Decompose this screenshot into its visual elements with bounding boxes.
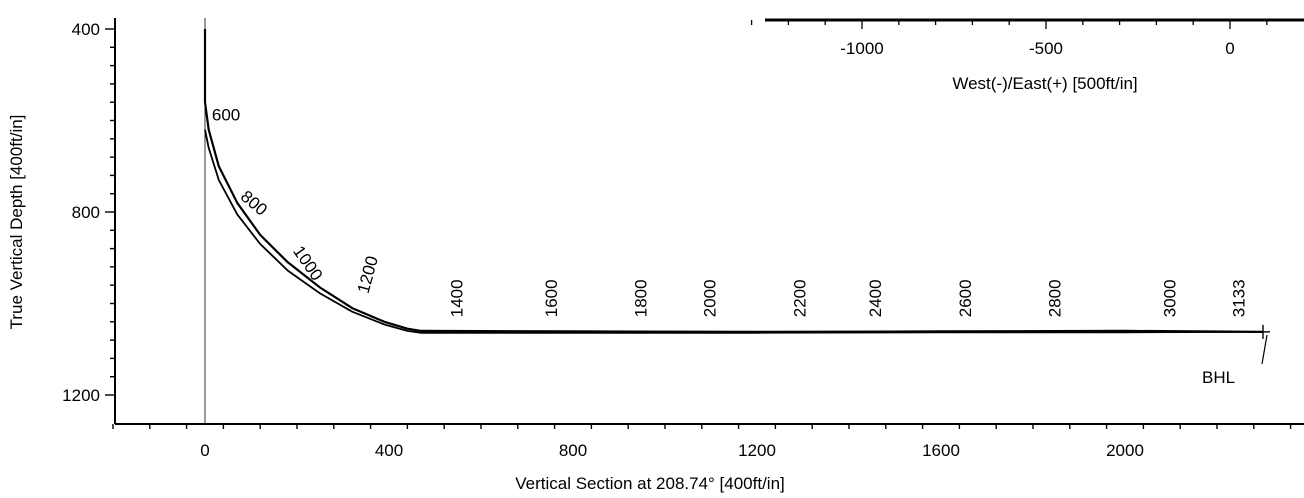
secondary-axis-title: West(-)/East(+) [500ft/in] — [952, 74, 1137, 93]
md-label: 1600 — [542, 279, 561, 317]
y-axis-title: True Vertical Depth [400ft/in] — [7, 115, 26, 330]
y-tick-label: 400 — [72, 20, 100, 39]
md-label: 2800 — [1046, 279, 1065, 317]
md-label: 2000 — [701, 279, 720, 317]
md-label: 600 — [212, 106, 240, 125]
x-axis-title: Vertical Section at 208.74° [400ft/in] — [515, 474, 785, 493]
md-label: 800 — [237, 187, 271, 220]
md-label: 2400 — [866, 279, 885, 317]
x-tick-label: 2000 — [1106, 441, 1144, 460]
secondary-tick-label: -1000 — [840, 39, 883, 58]
md-label: 3133 — [1230, 279, 1249, 317]
secondary-tick-label: -500 — [1029, 39, 1063, 58]
secondary-tick-label: 0 — [1225, 39, 1234, 58]
y-tick-label: 800 — [72, 203, 100, 222]
x-tick-label: 1200 — [738, 441, 776, 460]
md-label: 2200 — [790, 279, 809, 317]
x-tick-label: 1600 — [922, 441, 960, 460]
series-layer — [203, 29, 1264, 334]
md-label: 1200 — [354, 254, 382, 295]
bhl-label: BHL — [1202, 368, 1235, 387]
x-tick-label: 400 — [375, 441, 403, 460]
y-tick-label: 1200 — [62, 386, 100, 405]
x-tick-label: 800 — [559, 441, 587, 460]
x-tick-label: 0 — [200, 441, 209, 460]
md-label: 3000 — [1161, 279, 1180, 317]
bhl-leader-line — [1261, 334, 1268, 365]
md-label: 2600 — [956, 279, 975, 317]
well-path-line-2 — [204, 129, 1264, 334]
md-label: 1400 — [448, 279, 467, 317]
md-labels: 600 800 1000 1200 1400 1600 1800 2000 2200 2400 26… — [212, 106, 1249, 318]
md-label: 1800 — [632, 279, 651, 317]
secondary-axis-ticks: -1000 -500 0 — [750, 20, 1268, 58]
bhl-marker — [1256, 324, 1270, 339]
md-label: 1000 — [289, 242, 326, 284]
x-axis-ticks: 0 400 800 1200 1600 2000 — [112, 424, 1292, 460]
y-axis-ticks: 400 800 1200 — [62, 20, 115, 405]
